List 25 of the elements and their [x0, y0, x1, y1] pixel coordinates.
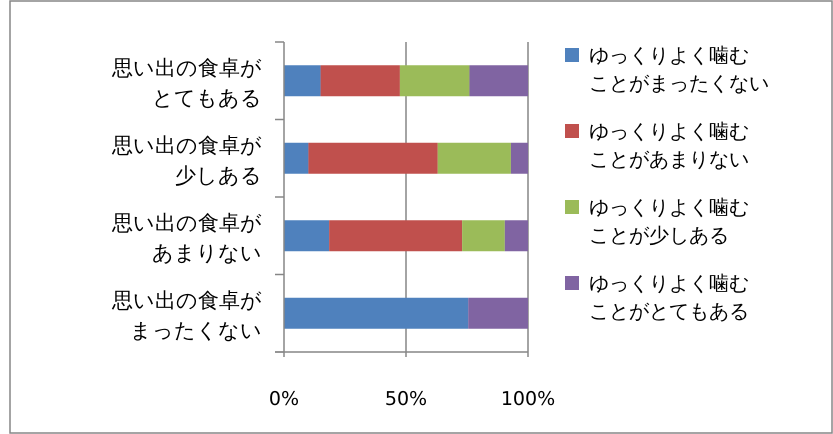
legend-label: ゆっくりよく噛むことが少しある [589, 195, 749, 247]
y-tick-label: 思い出の食卓があまりない [111, 210, 262, 265]
bar [400, 65, 470, 96]
legend-label: ゆっくりよく噛むことがとてもある [589, 271, 749, 323]
x-tick-label: 100% [500, 388, 556, 410]
y-tick-label: 思い出の食卓が少しある [111, 133, 262, 188]
bar [510, 142, 528, 174]
y-tick-label: 思い出の食卓がまったくない [111, 288, 262, 342]
x-tick-label: 0% [268, 388, 300, 410]
bar [504, 220, 528, 252]
bar [308, 142, 438, 174]
bar [284, 220, 330, 252]
bar [320, 65, 400, 96]
legend-label: ゆっくりよく噛むことがあまりない [589, 119, 749, 171]
bar [329, 220, 462, 252]
bar [462, 220, 505, 252]
bar [469, 65, 528, 96]
bar [468, 298, 528, 329]
bar [284, 65, 321, 96]
bar [284, 142, 308, 174]
bar [438, 142, 511, 174]
y-tick-label: 思い出の食卓がとてもある [111, 56, 262, 110]
legend-label: ゆっくりよく噛むことがまったくない [589, 43, 769, 95]
x-tick-label: 50% [384, 388, 428, 410]
bar [284, 298, 468, 329]
